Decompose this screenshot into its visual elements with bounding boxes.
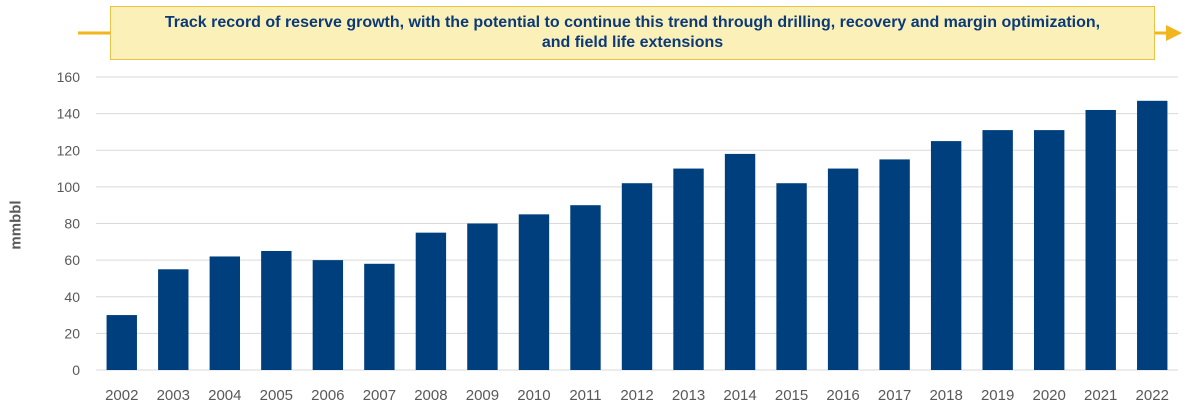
y-tick-labels: 0 20 40 60 80 100 120 140 160 [57,69,81,378]
x-tick-labels: 2002 2003 2004 2005 2006 2007 2008 2009 2010 2011… [105,387,1169,404]
bar-2012 [621,183,653,370]
bar-2007 [364,263,395,370]
x-tick-label-2019: 2019 [981,387,1014,404]
x-tick-label-2022: 2022 [1136,387,1169,404]
bar-2022 [1137,100,1168,371]
x-tick-label-2007: 2007 [363,387,396,404]
x-tick-label-2009: 2009 [466,387,499,404]
x-tick-label-2014: 2014 [723,387,756,404]
x-tick-label-2012: 2012 [620,387,653,404]
bar-2016 [827,168,859,370]
y-tick-label-40: 40 [64,289,80,305]
bar-2017 [879,159,910,370]
y-tick-label-60: 60 [64,252,80,268]
x-tick-label-2004: 2004 [208,387,241,404]
bar-2019 [982,130,1013,370]
x-tick-label-2021: 2021 [1084,387,1117,404]
y-tick-label-20: 20 [64,325,80,341]
y-tick-label-100: 100 [57,179,81,195]
x-tick-label-2016: 2016 [826,387,859,404]
bar-2021 [1085,109,1116,371]
callout-arrowhead-icon [1166,25,1182,41]
y-tick-label-80: 80 [64,216,80,232]
x-tick-label-2010: 2010 [517,387,550,404]
bar-2005 [261,250,292,370]
bar-2004 [209,256,241,370]
x-tick-label-2005: 2005 [260,387,293,404]
y-tick-label-120: 120 [57,142,81,158]
bar-2010 [518,214,550,370]
bar-2009 [467,223,498,370]
bar-2018 [930,141,962,370]
bar-2013 [673,168,704,370]
x-tick-label-2002: 2002 [105,387,138,404]
bar-2011 [570,205,601,370]
x-tick-label-2015: 2015 [775,387,808,404]
y-tick-label-140: 140 [57,106,81,122]
y-tick-label-0: 0 [72,362,80,378]
bars [106,100,1168,371]
bar-2002 [106,315,137,370]
x-tick-label-2003: 2003 [157,387,190,404]
x-tick-label-2018: 2018 [929,387,962,404]
x-tick-label-2013: 2013 [672,387,705,404]
x-tick-label-2017: 2017 [878,387,911,404]
callout-box: Track record of reserve growth, with the… [110,6,1155,60]
bar-2003 [158,269,189,370]
y-tick-label-160: 160 [57,69,81,85]
x-tick-label-2006: 2006 [311,387,344,404]
bar-2020 [1033,130,1065,370]
y-axis-label: mmbbl [7,200,25,250]
x-tick-label-2008: 2008 [414,387,447,404]
bar-2014 [724,153,756,370]
callout-text: Track record of reserve growth, with the… [164,14,1101,51]
bar-2015 [776,183,807,370]
x-tick-label-2011: 2011 [569,387,601,404]
bar-2006 [312,260,344,370]
bar-2008 [415,232,447,370]
x-tick-label-2020: 2020 [1033,387,1066,404]
